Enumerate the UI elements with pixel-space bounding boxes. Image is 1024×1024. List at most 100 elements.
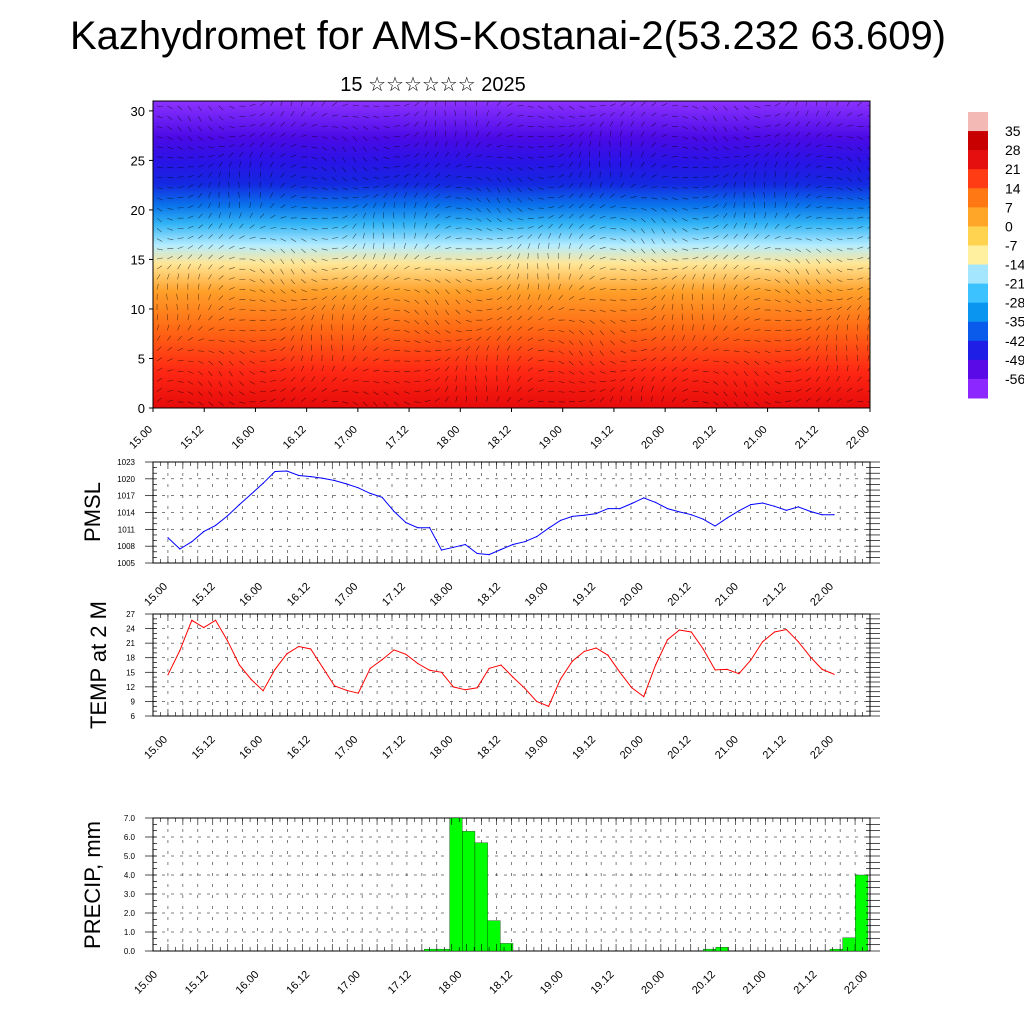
wind-barb <box>393 381 400 384</box>
wind-barb <box>342 366 347 372</box>
wind-barb <box>342 304 346 311</box>
wind-barb <box>692 335 696 341</box>
wind-barb <box>743 162 749 168</box>
wind-barb <box>239 391 245 396</box>
wind-barb <box>249 123 256 127</box>
wind-barb <box>785 202 788 209</box>
wind-barb <box>228 105 235 109</box>
wind-barb <box>383 391 389 396</box>
wind-barb <box>208 401 214 406</box>
wind-barb <box>589 340 593 346</box>
wind-barb <box>836 279 843 282</box>
wind-barb <box>568 115 575 118</box>
wind-barb <box>661 325 666 331</box>
wind-barb <box>548 196 555 199</box>
wind-barb <box>754 267 761 270</box>
wind-barb <box>496 144 503 148</box>
wind-barb <box>352 177 358 182</box>
wind-barb <box>486 318 493 321</box>
temp-point <box>250 678 252 681</box>
temp-point <box>286 653 288 655</box>
wind-barb <box>392 232 395 239</box>
wind-barb <box>651 163 657 168</box>
wind-barb <box>414 202 417 209</box>
wind-barb <box>620 309 627 312</box>
wind-barb <box>414 101 420 107</box>
wind-barb <box>857 246 864 250</box>
wind-barb <box>599 319 605 325</box>
wind-barb <box>198 326 203 331</box>
wind-barb <box>743 212 746 219</box>
wind-barb <box>754 297 761 301</box>
wind-barb <box>228 297 235 301</box>
wind-barb <box>208 105 213 111</box>
colorbar-swatch <box>968 245 988 266</box>
wind-barb <box>579 141 583 147</box>
wind-barb <box>640 358 647 362</box>
wind-barb <box>300 111 306 117</box>
pmsl-xtick-label: 21.12 <box>761 581 789 609</box>
wind-barb <box>342 355 345 362</box>
wind-barb <box>476 336 482 341</box>
wind-barb <box>805 377 811 382</box>
wind-barb <box>723 304 726 311</box>
wind-barb <box>239 151 243 158</box>
wind-barb <box>785 181 787 188</box>
wind-barb <box>249 360 256 365</box>
wind-barb <box>527 337 534 341</box>
wind-barb <box>259 161 262 168</box>
wind-barb <box>259 202 263 209</box>
wind-barb <box>259 381 266 383</box>
wind-barb <box>476 228 483 231</box>
wind-barb <box>280 193 285 198</box>
wind-barb <box>455 152 460 158</box>
wind-barb <box>579 274 584 280</box>
wind-barb <box>424 330 430 335</box>
wind-barb <box>723 234 729 239</box>
wind-barb <box>259 258 266 263</box>
wind-barb <box>599 204 605 209</box>
heatmap-xtick-label: 17.12 <box>383 424 411 452</box>
wind-barb <box>342 224 348 229</box>
wind-barb <box>486 345 490 351</box>
wind-barb <box>774 279 781 283</box>
wind-barb <box>599 388 606 392</box>
wind-barb <box>301 387 306 392</box>
pmsl-point <box>738 510 740 512</box>
pmsl-point <box>536 536 538 538</box>
wind-barb <box>733 163 740 168</box>
wind-barb <box>496 187 501 193</box>
wind-barb <box>763 191 765 198</box>
wind-barb <box>651 376 656 382</box>
wind-barb <box>373 136 379 141</box>
wind-barb <box>342 103 349 107</box>
wind-barb <box>568 253 571 260</box>
wind-barb <box>454 110 456 117</box>
temp-x-axis: 15.00 15.12 16.00 16.12 17.00 17.12 18.00 18.12… <box>142 614 871 762</box>
temp-point <box>666 639 669 641</box>
wind-barb <box>373 391 379 396</box>
colorbar-label: 14 <box>1005 180 1021 196</box>
wind-barb <box>651 207 657 212</box>
wind-barb <box>444 120 446 127</box>
wind-barb <box>641 288 648 290</box>
wind-barb <box>321 268 328 271</box>
wind-barb <box>270 171 273 178</box>
wind-barb <box>270 181 273 188</box>
wind-barb <box>608 151 611 158</box>
wind-barb <box>496 355 499 362</box>
wind-barb <box>331 286 338 290</box>
wind-barb <box>641 268 647 272</box>
wind-barb <box>579 161 582 168</box>
colorbar-label: 7 <box>1005 199 1013 215</box>
wind-barb <box>620 299 627 301</box>
wind-barb <box>197 116 202 122</box>
wind-barb <box>156 187 163 190</box>
wind-barb <box>321 113 328 117</box>
wind-barb <box>270 359 277 362</box>
wind-barb <box>167 273 170 280</box>
wind-barb <box>259 225 266 229</box>
wind-barb <box>785 213 789 219</box>
wind-barb <box>403 242 406 249</box>
wind-barb <box>362 222 366 229</box>
